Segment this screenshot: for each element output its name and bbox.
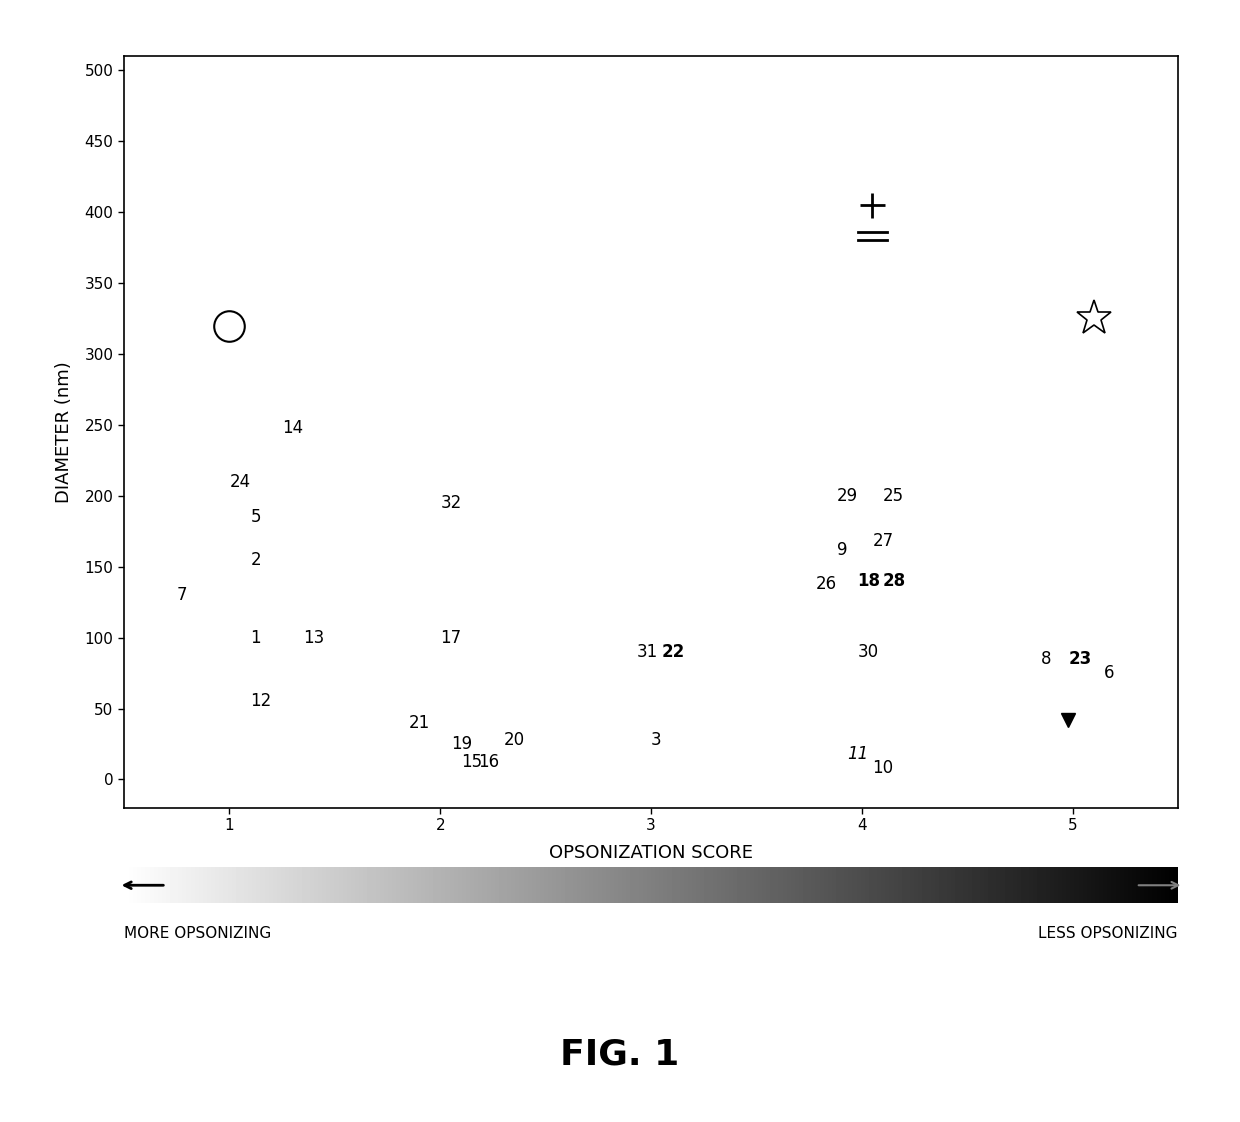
Text: 20: 20 — [503, 730, 525, 748]
Text: 14: 14 — [283, 419, 304, 436]
Text: 19: 19 — [451, 735, 472, 753]
Text: 9: 9 — [837, 541, 847, 559]
Text: 5: 5 — [250, 508, 260, 526]
Y-axis label: DIAMETER (nm): DIAMETER (nm) — [56, 361, 73, 503]
Text: LESS OPSONIZING: LESS OPSONIZING — [1039, 926, 1178, 940]
Text: 2: 2 — [250, 551, 262, 569]
Text: 15: 15 — [461, 754, 482, 772]
Text: 6: 6 — [1105, 664, 1115, 682]
Text: 7: 7 — [177, 586, 187, 604]
Text: MORE OPSONIZING: MORE OPSONIZING — [124, 926, 272, 940]
Text: 13: 13 — [304, 628, 325, 646]
Text: 16: 16 — [479, 754, 500, 772]
X-axis label: OPSONIZATION SCORE: OPSONIZATION SCORE — [549, 845, 753, 863]
Text: 31: 31 — [636, 643, 657, 661]
Text: 24: 24 — [229, 472, 250, 490]
Text: 12: 12 — [250, 692, 272, 710]
Text: 27: 27 — [873, 532, 894, 550]
Text: 21: 21 — [409, 714, 430, 732]
Text: 25: 25 — [883, 487, 904, 505]
Text: 30: 30 — [858, 643, 879, 661]
Text: 32: 32 — [440, 494, 461, 512]
Text: 8: 8 — [1042, 650, 1052, 668]
Text: 23: 23 — [1069, 650, 1091, 668]
Text: 11: 11 — [847, 745, 868, 763]
Text: 10: 10 — [873, 760, 894, 778]
Text: 22: 22 — [662, 643, 684, 661]
Text: 26: 26 — [816, 574, 837, 592]
Text: 18: 18 — [858, 572, 880, 590]
Text: 28: 28 — [883, 572, 906, 590]
Text: 17: 17 — [440, 628, 461, 646]
Text: FIG. 1: FIG. 1 — [560, 1038, 680, 1072]
Text: 1: 1 — [250, 628, 262, 646]
Text: 29: 29 — [837, 487, 858, 505]
Text: 3: 3 — [651, 730, 662, 748]
